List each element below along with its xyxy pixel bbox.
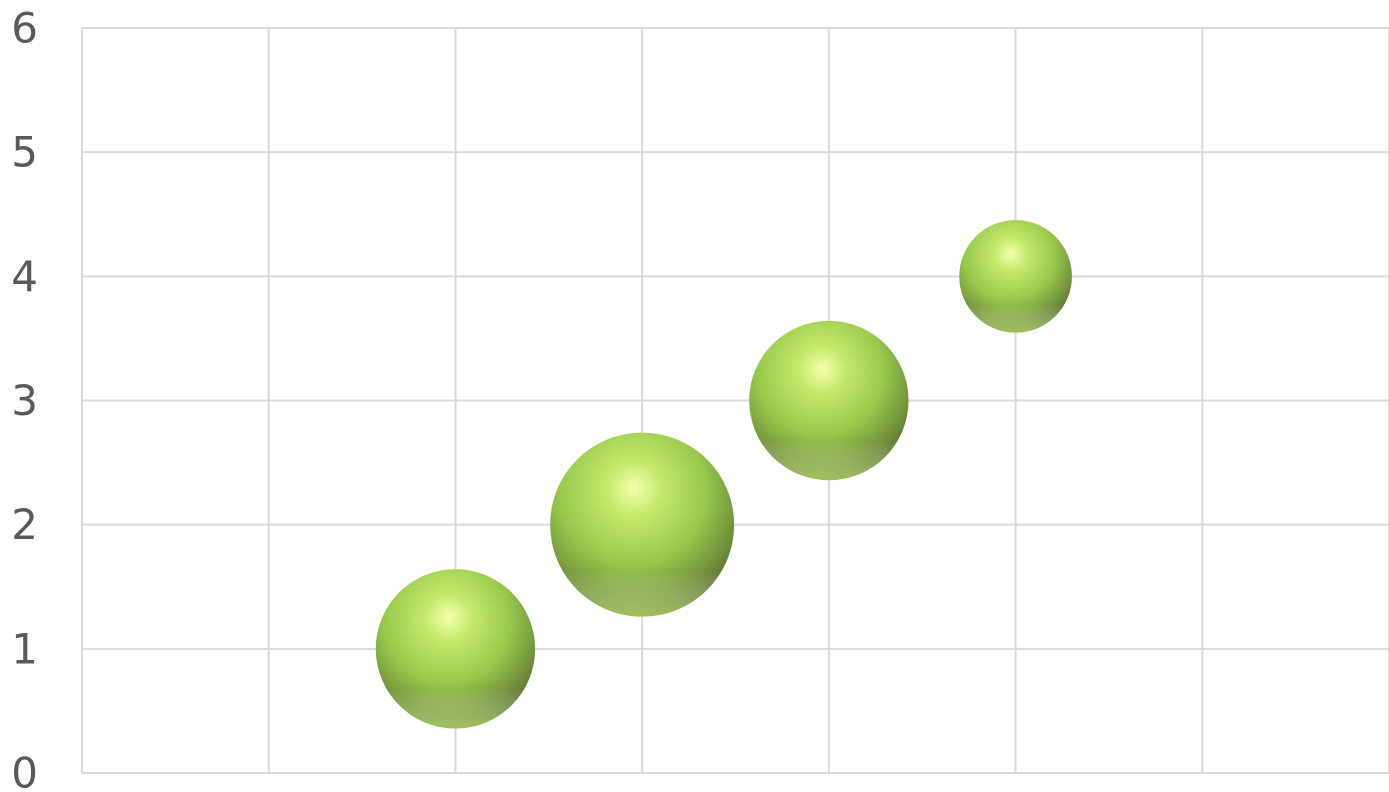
y-tick-label: 0 bbox=[11, 749, 38, 792]
y-tick-label: 6 bbox=[11, 4, 38, 53]
y-tick-label: 5 bbox=[11, 128, 38, 177]
axes bbox=[81, 28, 1389, 774]
bubble bbox=[550, 432, 735, 617]
bubble-series bbox=[375, 219, 1072, 729]
grid bbox=[82, 27, 1389, 773]
bubble bbox=[375, 569, 536, 729]
bubble-rim-highlight bbox=[550, 432, 735, 617]
bubble bbox=[749, 320, 909, 481]
bubble-rim-highlight bbox=[375, 569, 536, 729]
y-axis-ticks: 0 1 2 3 4 5 6 bbox=[11, 4, 38, 792]
y-tick-label: 1 bbox=[11, 624, 38, 673]
bubble-rim-highlight bbox=[749, 320, 909, 481]
y-tick-label: 4 bbox=[11, 252, 38, 301]
bubble-rim-highlight bbox=[959, 219, 1072, 333]
y-tick-label: 2 bbox=[11, 500, 38, 549]
y-tick-label: 3 bbox=[11, 376, 38, 425]
bubble bbox=[959, 219, 1072, 333]
